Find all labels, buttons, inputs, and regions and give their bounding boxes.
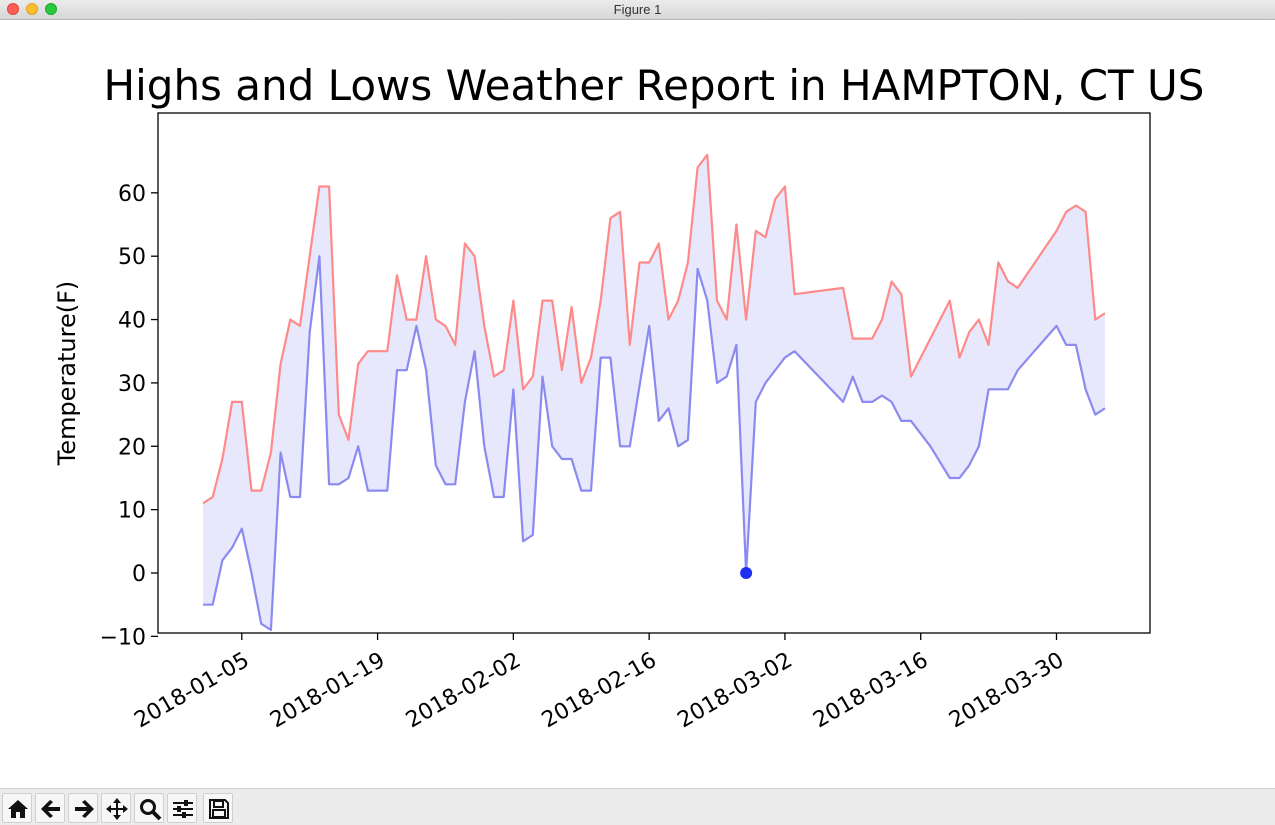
y-tick-label: −10 <box>100 625 146 650</box>
configure-subplots-button[interactable] <box>167 793 197 823</box>
back-button[interactable] <box>35 793 65 823</box>
chart-title: Highs and Lows Weather Report in HAMPTON… <box>104 61 1205 110</box>
series-line-high <box>202 153 1106 505</box>
highlight-point <box>740 567 753 579</box>
save-icon <box>209 799 229 819</box>
window-title: Figure 1 <box>613 2 662 17</box>
configure-subplots-icon <box>173 800 193 818</box>
pan-icon <box>106 798 128 820</box>
pan-button[interactable] <box>101 793 131 823</box>
back-arrow-icon <box>41 800 60 818</box>
home-icon <box>8 800 28 818</box>
y-axis-label: Temperature(F) <box>53 281 81 467</box>
zoom-icon <box>140 799 162 821</box>
home-button[interactable] <box>2 793 32 823</box>
forward-arrow-icon <box>75 800 94 818</box>
x-tick-label: 2018-02-02 <box>402 648 525 734</box>
x-tick-label: 2018-03-16 <box>809 648 932 734</box>
save-button[interactable] <box>203 793 233 823</box>
series-line-low <box>203 255 1106 632</box>
zoom-button[interactable] <box>134 793 164 823</box>
maximize-window-button[interactable] <box>45 3 57 15</box>
y-tick-label: 40 <box>118 309 146 334</box>
y-tick-label: 60 <box>118 182 146 207</box>
forward-button[interactable] <box>68 793 98 823</box>
navigation-toolbar <box>0 788 1275 825</box>
y-tick-label: 10 <box>118 499 146 524</box>
x-tick-label: 2018-02-16 <box>538 648 661 734</box>
x-tick-label: 2018-03-02 <box>674 648 797 734</box>
x-tick-label: 2018-01-05 <box>130 648 253 734</box>
close-window-button[interactable] <box>7 3 19 15</box>
x-tick-label: 2018-01-19 <box>266 648 389 734</box>
y-tick-label: 20 <box>118 435 146 460</box>
y-tick-label: 30 <box>118 372 146 397</box>
window-titlebar: Figure 1 <box>0 0 1275 20</box>
plot-frame <box>157 112 1151 634</box>
y-tick-label: 50 <box>118 245 146 270</box>
x-tick-label: 2018-03-30 <box>945 648 1068 734</box>
y-tick-label: 0 <box>132 562 146 587</box>
minimize-window-button[interactable] <box>26 3 38 15</box>
